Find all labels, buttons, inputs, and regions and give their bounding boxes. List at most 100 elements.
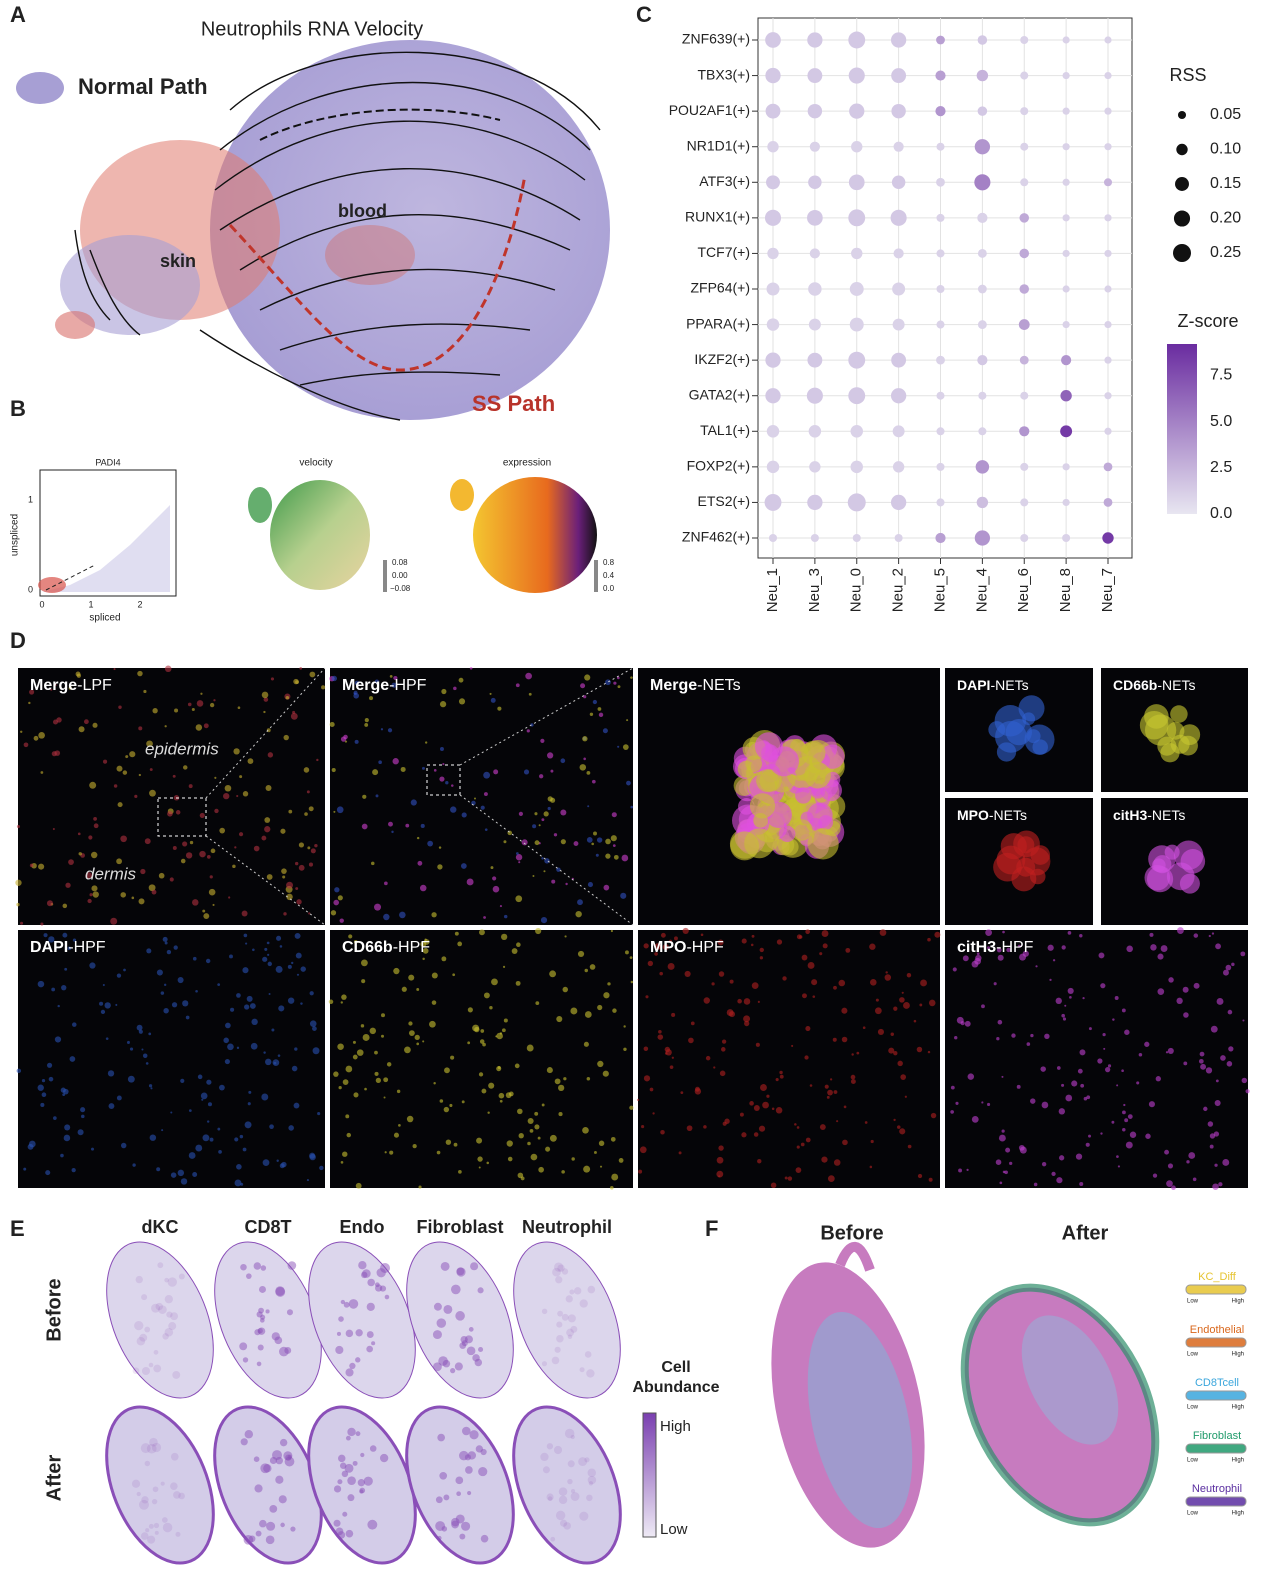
signal-blob — [370, 861, 375, 866]
signal-blob — [744, 828, 775, 859]
signal-blob — [518, 861, 521, 864]
abundance-spot — [269, 1456, 278, 1465]
signal-blob — [197, 1074, 203, 1080]
abundance-spot — [366, 1331, 374, 1339]
y-tick-label: GATA2(+) — [689, 386, 750, 402]
abundance-spot — [478, 1346, 484, 1353]
signal-blob — [209, 702, 215, 708]
abundance-spot — [436, 1318, 447, 1328]
signal-blob — [369, 1027, 377, 1035]
signal-blob — [374, 1050, 378, 1055]
signal-blob — [1183, 1012, 1189, 1018]
signal-blob — [208, 888, 216, 896]
signal-blob — [145, 1062, 149, 1065]
signal-blob — [117, 802, 123, 808]
dot — [848, 31, 866, 49]
dot — [1062, 36, 1070, 44]
signal-blob — [954, 1036, 958, 1040]
signal-blob — [408, 1030, 415, 1036]
signal-blob — [43, 933, 48, 938]
abundance-spot — [432, 1330, 442, 1340]
signal-blob — [185, 852, 193, 859]
signal-blob — [246, 995, 253, 1002]
signal-blob — [489, 692, 492, 695]
signal-blob — [251, 1018, 258, 1026]
signal-blob — [299, 667, 303, 670]
x-tick-label: Neu_4 — [973, 568, 990, 612]
signal-blob — [309, 991, 314, 996]
signal-blob — [540, 738, 545, 743]
dot — [1020, 107, 1029, 116]
signal-blob — [170, 1172, 177, 1178]
column-label: Before — [820, 1222, 883, 1244]
abundance-spot — [244, 1429, 254, 1439]
legend-low: Low — [1187, 1299, 1199, 1305]
signal-blob — [285, 696, 290, 700]
spatial-abundance: dKC CD8T Endo Fibroblast NeutrophilBeforeAft… — [43, 1217, 622, 1565]
signal-blob — [901, 991, 904, 994]
signal-blob — [1062, 1017, 1067, 1021]
stain-name: CD66b — [342, 939, 393, 956]
signal-blob — [499, 1032, 503, 1035]
signal-blob — [643, 1046, 649, 1052]
signal-blob — [356, 1049, 364, 1056]
signal-blob — [195, 724, 203, 731]
dot — [975, 460, 990, 474]
dot — [974, 139, 991, 155]
image-tile — [18, 668, 325, 925]
signal-blob — [1002, 1170, 1006, 1174]
signal-blob — [856, 1051, 860, 1055]
signal-blob — [421, 766, 425, 770]
colorbar-tick: 0.0 — [603, 584, 615, 593]
signal-blob — [295, 952, 302, 959]
signal-blob — [750, 943, 754, 947]
signal-blob — [129, 751, 136, 758]
signal-blob — [170, 1111, 173, 1114]
signal-blob — [132, 1163, 136, 1167]
signal-blob — [1075, 1153, 1083, 1160]
abundance-spot — [564, 1428, 575, 1439]
x-tick-label: Neu_7 — [1099, 568, 1116, 612]
signal-blob — [562, 986, 568, 993]
signal-blob — [64, 1124, 71, 1131]
dot — [850, 425, 863, 438]
signal-blob — [148, 1084, 153, 1088]
legend-label: 0.15 — [1210, 175, 1241, 192]
signal-blob — [441, 688, 447, 695]
signal-blob — [143, 689, 147, 694]
signal-blob — [1173, 840, 1204, 870]
signal-blob — [920, 979, 927, 987]
signal-blob — [319, 1165, 324, 1171]
signal-blob — [1193, 982, 1200, 989]
signal-blob — [1069, 995, 1072, 999]
abundance-spot — [178, 1492, 185, 1500]
abundance-spot — [148, 1362, 154, 1368]
column-label: Fibroblast — [416, 1217, 503, 1237]
signal-blob — [483, 992, 490, 999]
column-label: Neutrophil — [522, 1217, 612, 1237]
signal-blob — [340, 1161, 344, 1164]
signal-blob — [903, 1002, 910, 1009]
signal-blob — [438, 846, 442, 849]
signal-blob — [424, 741, 428, 744]
abundance-spot — [152, 1486, 159, 1493]
signal-blob — [453, 1142, 458, 1147]
signal-blob — [626, 719, 629, 722]
signal-blob — [161, 1129, 164, 1132]
signal-blob — [242, 791, 249, 797]
abundance-spot — [157, 1262, 164, 1269]
signal-blob — [498, 1092, 505, 1099]
abundance-spot — [451, 1517, 460, 1527]
abundance-spot — [579, 1511, 589, 1521]
signal-blob — [68, 859, 74, 866]
y-tick-label: TAL1(+) — [700, 422, 750, 438]
signal-blob — [821, 930, 829, 938]
signal-blob — [439, 701, 447, 708]
signal-blob — [1079, 1049, 1086, 1056]
signal-blob — [263, 697, 269, 702]
abundance-spot — [134, 1320, 144, 1331]
abundance-spot — [280, 1522, 285, 1528]
abundance-spot — [139, 1333, 148, 1342]
signal-blob — [671, 1012, 676, 1017]
signal-blob — [515, 895, 523, 903]
